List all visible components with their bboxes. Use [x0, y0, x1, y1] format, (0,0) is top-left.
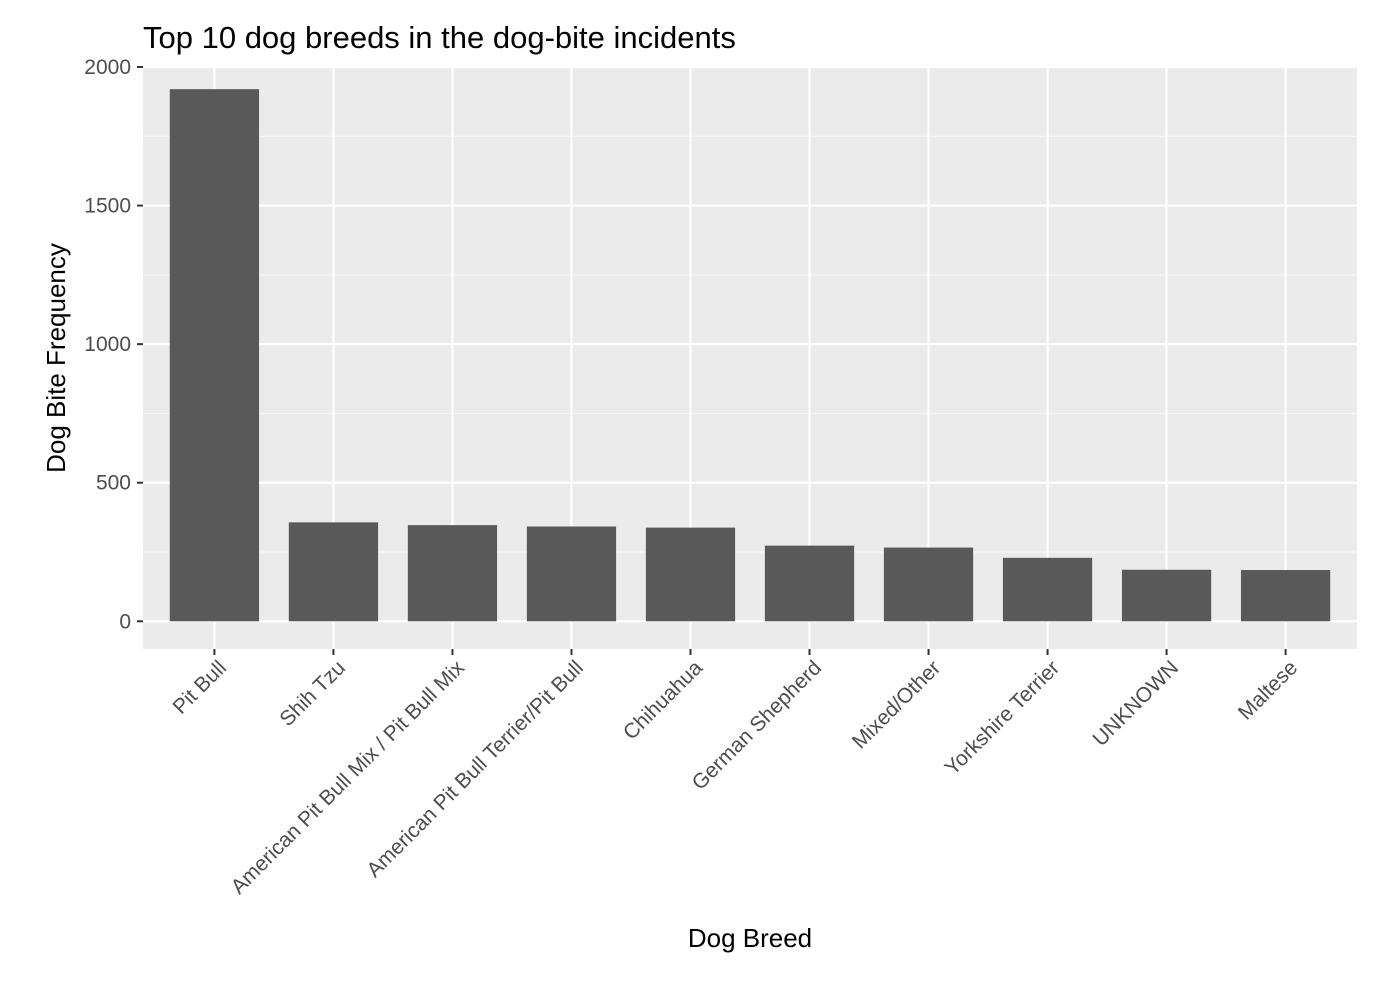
y-axis-title: Dog Bite Frequency: [41, 243, 71, 473]
x-tick-label: Chihuahua: [619, 656, 707, 744]
y-tick-label: 1000: [84, 333, 131, 356]
bar: [1121, 569, 1212, 622]
bar: [526, 526, 617, 622]
y-tick-label: 2000: [84, 56, 131, 79]
x-axis-title: Dog Breed: [688, 923, 812, 953]
y-axis: 0 500 1000 1500 2000: [84, 56, 143, 633]
x-tick-label: Maltese: [1234, 656, 1302, 724]
y-tick-label: 1500: [84, 195, 131, 218]
x-tick-label: Pit Bull: [168, 656, 230, 718]
x-tick-label: Yorkshire Terrier: [941, 656, 1065, 780]
x-tick-label: Shih Tzu: [275, 656, 350, 731]
y-tick-label: 0: [119, 610, 131, 633]
bar: [288, 522, 379, 622]
bars: [169, 89, 1331, 622]
bar: [1240, 570, 1331, 622]
x-tick-label: German Shepherd: [688, 656, 826, 794]
x-tick-label: American Pit Bull Terrier/Pit Bull: [362, 656, 588, 882]
x-tick-label: Mixed/Other: [848, 656, 945, 753]
x-tick-label: American Pit Bull Mix / Pit Bull Mix: [227, 656, 470, 899]
bar: [169, 89, 260, 622]
y-tick-label: 500: [96, 472, 131, 495]
chart-title: Top 10 dog breeds in the dog-bite incide…: [143, 20, 736, 55]
bar: [1002, 557, 1093, 622]
bar: [407, 525, 498, 622]
bar: [645, 527, 736, 622]
x-tick-label: UNKNOWN: [1088, 656, 1183, 751]
bar: [883, 547, 974, 622]
bar: [764, 545, 855, 622]
